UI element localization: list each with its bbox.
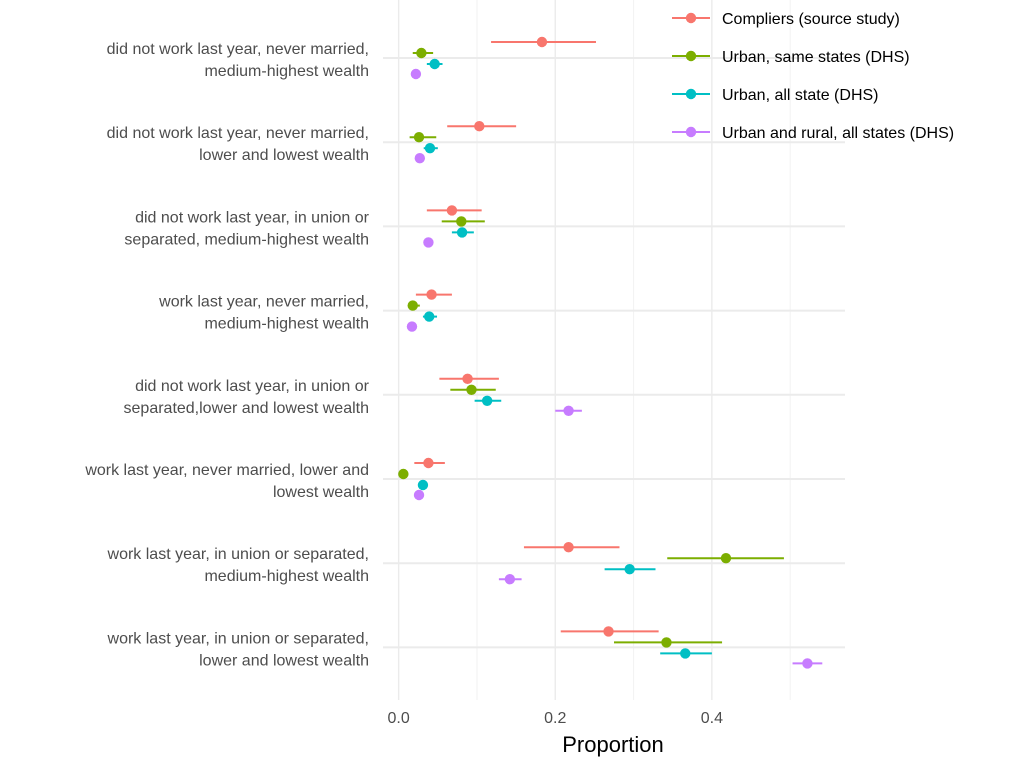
data-point xyxy=(407,300,418,311)
y-category-label: did not work last year, never married, lo… xyxy=(107,125,369,164)
data-point xyxy=(426,289,437,300)
data-point xyxy=(563,405,574,416)
legend-key-point xyxy=(685,12,697,24)
grid-lines xyxy=(383,0,845,700)
y-category-label: work last year, in union or separated, lo… xyxy=(107,630,369,669)
data-point xyxy=(474,121,485,132)
y-category-label: did not work last year, never married, me… xyxy=(107,41,369,80)
y-category-label: work last year, never married, medium-hig… xyxy=(158,294,369,333)
data-point xyxy=(462,373,473,384)
x-axis-ticks: 0.0 0.2 0.4 xyxy=(388,710,724,727)
data-point xyxy=(536,36,548,48)
data-point xyxy=(481,395,493,406)
data-point xyxy=(423,237,434,248)
legend-key-point xyxy=(685,88,697,100)
data-point xyxy=(417,479,429,491)
legend-label: Urban, same states (DHS) xyxy=(722,49,910,66)
data-point xyxy=(413,489,425,501)
legend: Compliers (source study) Urban, same stat… xyxy=(672,11,954,142)
data-point xyxy=(424,311,435,322)
legend-label: Urban, all state (DHS) xyxy=(722,87,879,104)
data-point xyxy=(446,205,458,216)
data-point xyxy=(429,58,440,70)
data-point xyxy=(424,143,436,154)
y-axis-category-labels: did not work last year, never married, me… xyxy=(84,41,369,669)
y-category-label: work last year, never married, lower and… xyxy=(84,462,369,501)
data-point xyxy=(456,227,468,238)
data-point xyxy=(563,542,574,553)
data-point xyxy=(456,216,467,227)
legend-label: Urban and rural, all states (DHS) xyxy=(722,125,954,142)
data-point xyxy=(661,637,672,648)
data-point xyxy=(603,626,614,637)
data-point xyxy=(416,47,427,59)
data-point xyxy=(466,384,477,395)
data-point xyxy=(410,68,422,80)
data-point xyxy=(413,132,425,143)
x-axis-title: Proportion xyxy=(562,732,664,757)
y-category-label: work last year, in union or separated, me… xyxy=(107,546,369,585)
data-point xyxy=(720,553,732,564)
y-category-label: did not work last year, in union or separ… xyxy=(124,378,370,417)
data-point xyxy=(504,574,516,585)
legend-key-point xyxy=(685,50,697,62)
legend-label: Compliers (source study) xyxy=(722,11,900,28)
legend-key-point xyxy=(685,126,697,138)
data-point xyxy=(414,153,426,164)
data-point xyxy=(406,321,418,332)
data-point xyxy=(802,658,813,669)
x-tick-label: 0.4 xyxy=(701,710,723,727)
x-tick-label: 0.2 xyxy=(544,710,566,727)
data-point xyxy=(423,457,434,469)
data-point xyxy=(680,648,691,659)
y-category-label: did not work last year, in union or separ… xyxy=(124,209,369,248)
data-point xyxy=(624,564,635,575)
data-point xyxy=(398,468,409,480)
data-marks xyxy=(398,36,823,669)
x-tick-label: 0.0 xyxy=(388,710,410,727)
